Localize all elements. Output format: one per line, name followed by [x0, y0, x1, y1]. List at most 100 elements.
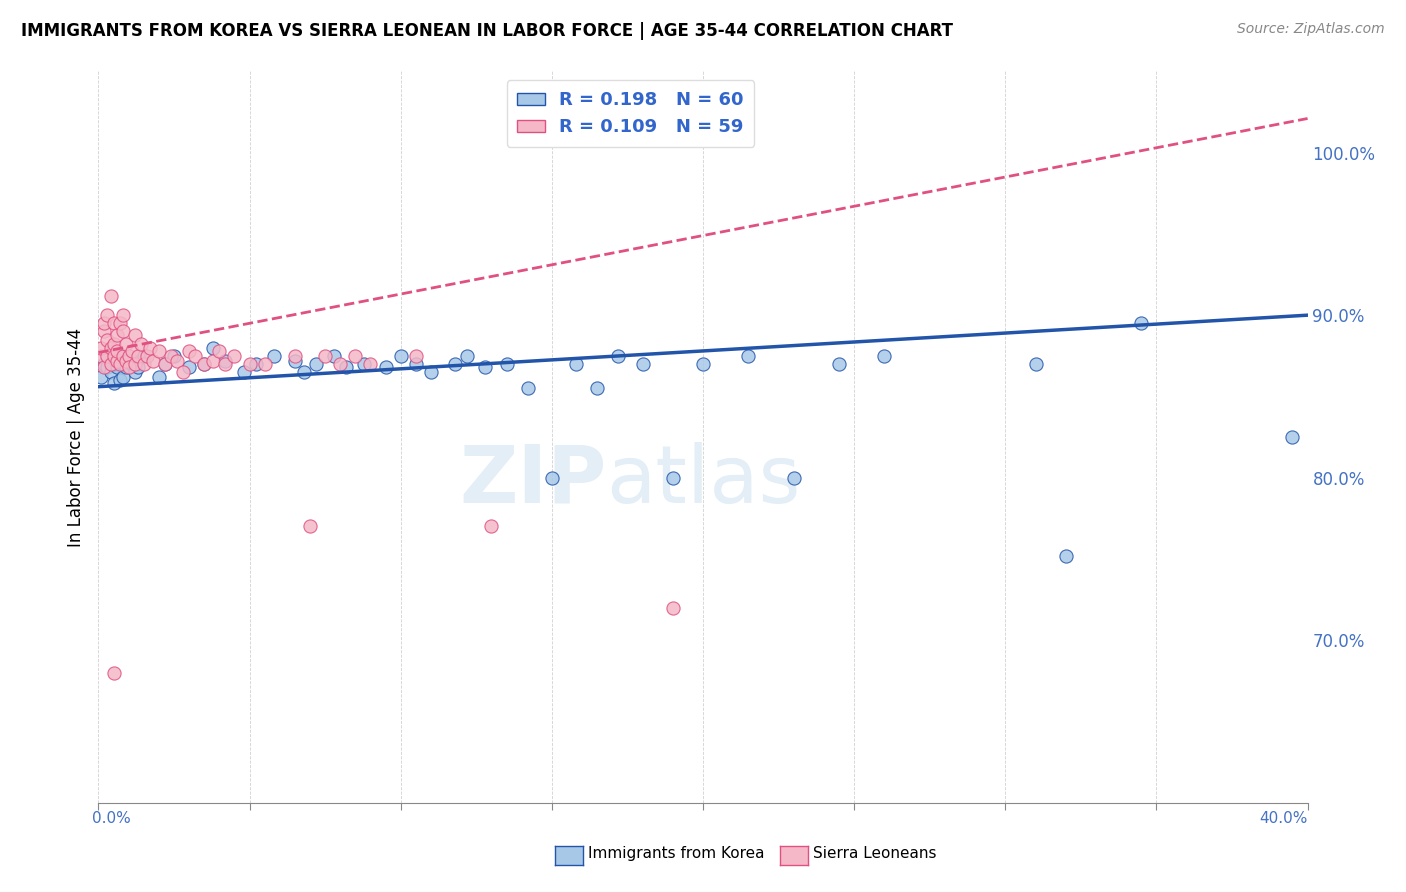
- Point: [420, 365, 443, 379]
- Point: [374, 360, 396, 375]
- Point: [108, 349, 131, 363]
- Point: [114, 337, 136, 351]
- Point: [1054, 549, 1077, 563]
- Point: [344, 349, 367, 363]
- Point: [565, 357, 588, 371]
- Point: [202, 353, 225, 368]
- Point: [124, 365, 146, 379]
- Text: 40.0%: 40.0%: [1260, 811, 1308, 826]
- Point: [111, 357, 134, 371]
- Point: [208, 343, 231, 358]
- Point: [153, 357, 176, 371]
- Point: [124, 357, 146, 371]
- Point: [214, 353, 236, 368]
- Point: [100, 353, 122, 368]
- Point: [139, 341, 162, 355]
- Point: [127, 360, 149, 375]
- Point: [193, 357, 215, 371]
- Point: [239, 357, 262, 371]
- Point: [284, 353, 307, 368]
- Point: [93, 316, 115, 330]
- Point: [184, 349, 207, 363]
- Point: [253, 357, 276, 371]
- Point: [96, 308, 118, 322]
- Point: [166, 353, 188, 368]
- Point: [105, 327, 128, 342]
- Y-axis label: In Labor Force | Age 35-44: In Labor Force | Age 35-44: [66, 327, 84, 547]
- Point: [118, 360, 141, 375]
- Point: [245, 357, 267, 371]
- Point: [93, 360, 115, 375]
- Text: Immigrants from Korea: Immigrants from Korea: [588, 846, 765, 861]
- Point: [103, 349, 125, 363]
- Point: [103, 665, 125, 680]
- Point: [108, 357, 131, 371]
- Point: [1130, 316, 1153, 330]
- Point: [118, 349, 141, 363]
- Point: [540, 471, 562, 485]
- Legend: R = 0.198   N = 60, R = 0.109   N = 59: R = 0.198 N = 60, R = 0.109 N = 59: [506, 80, 754, 147]
- Point: [96, 360, 118, 375]
- Point: [1024, 357, 1046, 371]
- Point: [100, 365, 122, 379]
- Point: [124, 327, 146, 342]
- Point: [495, 357, 517, 371]
- Point: [661, 600, 683, 615]
- Point: [193, 357, 215, 371]
- Point: [323, 349, 346, 363]
- Point: [263, 349, 285, 363]
- Point: [111, 349, 134, 363]
- Point: [103, 337, 125, 351]
- Point: [105, 360, 128, 375]
- Point: [153, 357, 176, 371]
- Point: [405, 349, 427, 363]
- Text: Source: ZipAtlas.com: Source: ZipAtlas.com: [1237, 22, 1385, 37]
- Point: [103, 357, 125, 371]
- Point: [179, 343, 201, 358]
- Point: [224, 349, 246, 363]
- Point: [96, 349, 118, 363]
- Point: [103, 376, 125, 391]
- Text: ZIP: ZIP: [458, 442, 606, 520]
- Point: [692, 357, 714, 371]
- Point: [232, 365, 254, 379]
- Point: [100, 341, 122, 355]
- Point: [96, 333, 118, 347]
- Point: [135, 349, 157, 363]
- Point: [93, 357, 115, 371]
- Text: 0.0%: 0.0%: [93, 811, 131, 826]
- Point: [142, 353, 165, 368]
- Point: [405, 357, 427, 371]
- Point: [132, 357, 155, 371]
- Point: [516, 381, 538, 395]
- Point: [100, 288, 122, 302]
- Point: [783, 471, 806, 485]
- Point: [111, 370, 134, 384]
- Point: [661, 471, 683, 485]
- Point: [148, 343, 170, 358]
- Point: [127, 349, 149, 363]
- Point: [284, 349, 307, 363]
- Point: [389, 349, 412, 363]
- Point: [163, 349, 186, 363]
- Point: [96, 349, 118, 363]
- Point: [481, 519, 503, 533]
- Point: [737, 349, 759, 363]
- Point: [160, 349, 183, 363]
- Point: [105, 349, 128, 363]
- Point: [93, 325, 115, 339]
- Point: [474, 360, 496, 375]
- Point: [873, 349, 896, 363]
- Text: Sierra Leoneans: Sierra Leoneans: [813, 846, 936, 861]
- Point: [1281, 430, 1303, 444]
- Point: [111, 308, 134, 322]
- Point: [299, 519, 322, 533]
- Point: [90, 370, 112, 384]
- Point: [329, 357, 352, 371]
- Point: [105, 353, 128, 368]
- Point: [314, 349, 336, 363]
- Point: [179, 360, 201, 375]
- Point: [607, 349, 630, 363]
- Point: [456, 349, 478, 363]
- Point: [335, 360, 357, 375]
